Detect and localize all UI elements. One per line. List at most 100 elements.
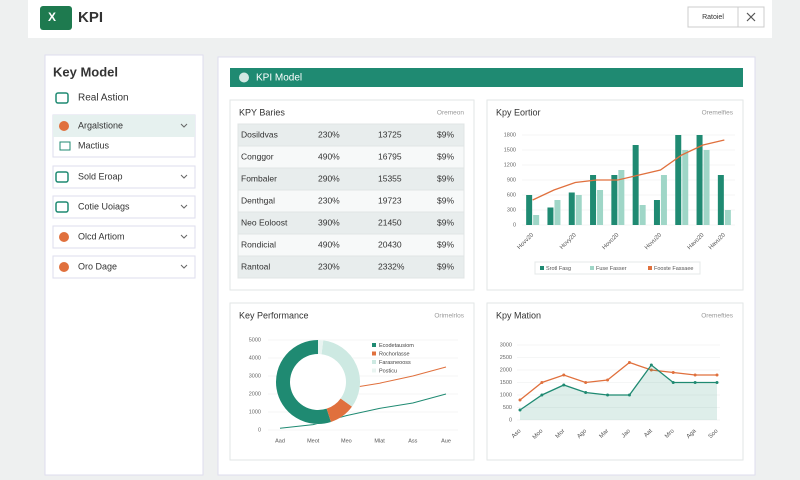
series-line <box>519 361 717 401</box>
menu-item-box[interactable] <box>52 255 196 279</box>
panel-note: Oremeon <box>437 110 464 117</box>
point <box>584 391 588 394</box>
y-tick-label: 900 <box>507 177 516 183</box>
table-cell: 230% <box>318 195 340 205</box>
legend-swatch <box>540 266 544 270</box>
bar <box>703 150 710 225</box>
bar <box>533 215 540 225</box>
table-cell: 2332% <box>378 261 405 271</box>
table-cell: 20430 <box>378 239 402 249</box>
bar <box>611 175 618 225</box>
header-bar <box>28 0 772 38</box>
x-tick-label: Mlat <box>374 438 385 444</box>
series-line <box>519 364 717 411</box>
table-cell: Denthgal <box>241 195 275 205</box>
y-tick-label: 0 <box>258 427 261 433</box>
legend-swatch <box>648 266 652 270</box>
chevron <box>180 174 188 179</box>
point <box>693 373 697 377</box>
table-cell: $9% <box>437 129 454 139</box>
point <box>518 408 522 412</box>
banner-icon <box>239 72 249 83</box>
point <box>518 398 522 402</box>
y-tick-label: 3000 <box>249 373 261 379</box>
point <box>671 371 675 374</box>
bar <box>554 200 561 225</box>
table-cell: $9% <box>437 173 454 183</box>
banner-title: KPI Model <box>256 73 302 84</box>
y-tick-label: 2000 <box>249 391 261 397</box>
table-cell: $9% <box>437 239 454 249</box>
table-cell: Rantoal <box>241 261 270 271</box>
point <box>606 393 610 397</box>
table-cell: 19723 <box>378 195 402 205</box>
panel-title: Kpy Eortior <box>496 107 541 117</box>
menu-item-box[interactable] <box>52 195 196 219</box>
menu-icon <box>59 232 69 242</box>
line-panel <box>486 302 744 461</box>
table-cell: 16795 <box>378 151 402 161</box>
sidebar-title: Key Model <box>53 64 118 79</box>
point <box>584 381 588 384</box>
x-tick-label: Mar <box>599 428 611 440</box>
bar <box>526 195 533 225</box>
menu-item-label[interactable]: Oro Dage <box>78 261 117 271</box>
point <box>715 381 719 384</box>
table-cell: Dosildvas <box>241 129 278 139</box>
menu-item-label[interactable]: Sold Eroap <box>78 171 123 181</box>
point <box>606 378 610 382</box>
menu-item-label[interactable]: Olcd Artiom <box>78 231 125 241</box>
menu-icon <box>59 262 69 272</box>
panel-title: Key Performance <box>239 310 309 320</box>
bar <box>717 175 724 225</box>
table-cell: Fombaler <box>241 173 277 183</box>
bar <box>632 145 639 225</box>
bar <box>724 210 731 225</box>
donut-slice <box>321 340 360 407</box>
menu-icon <box>59 121 69 131</box>
donut-slice <box>276 340 331 424</box>
header-button-label[interactable]: Ratoiel <box>702 14 724 21</box>
menu-item-box[interactable] <box>52 165 196 189</box>
legend-swatch <box>372 368 376 373</box>
banner <box>230 68 743 87</box>
bar <box>639 205 646 225</box>
logo-glyph: X <box>48 10 56 24</box>
point <box>693 381 697 384</box>
table-cell: Neo Eoloost <box>241 217 288 227</box>
chevron <box>180 123 188 128</box>
trend-line <box>532 139 725 201</box>
menu-icon <box>55 92 69 104</box>
point <box>649 363 653 367</box>
x-tick-label: Aad <box>275 438 285 444</box>
menu-item-label[interactable]: Mactius <box>78 140 110 150</box>
chevron <box>180 234 188 239</box>
donut-slice <box>326 398 352 422</box>
table-cell: Rondicial <box>241 239 276 249</box>
menu-item-label[interactable]: Argalstione <box>78 120 123 130</box>
y-tick-label: 0 <box>513 222 516 228</box>
series-line <box>279 393 447 429</box>
menu-item-label[interactable]: Cotie Uoiags <box>78 201 130 211</box>
legend-swatch <box>372 351 376 356</box>
y-tick-label: 0 <box>509 417 512 423</box>
bar <box>682 150 689 225</box>
table-cell: 290% <box>318 173 340 183</box>
legend-label: Fuse Fasser <box>596 266 627 272</box>
menu-item-box[interactable] <box>52 225 196 249</box>
menu-item-label[interactable]: Real Astion <box>78 93 129 104</box>
x-tick-label: Ass <box>408 438 417 444</box>
point <box>671 381 675 384</box>
bar <box>660 175 667 225</box>
chevron <box>180 204 188 209</box>
bar <box>597 190 604 225</box>
x-tick-label: Aue <box>441 438 451 444</box>
x-tick-label: Aat <box>643 428 654 439</box>
y-tick-label: 1500 <box>500 380 512 386</box>
bar <box>575 195 582 225</box>
bar <box>590 175 597 225</box>
x-tick-label: Mor <box>555 428 567 440</box>
legend-swatch <box>590 266 594 270</box>
menu-item-active[interactable] <box>53 115 195 137</box>
y-tick-label: 1200 <box>504 162 516 168</box>
